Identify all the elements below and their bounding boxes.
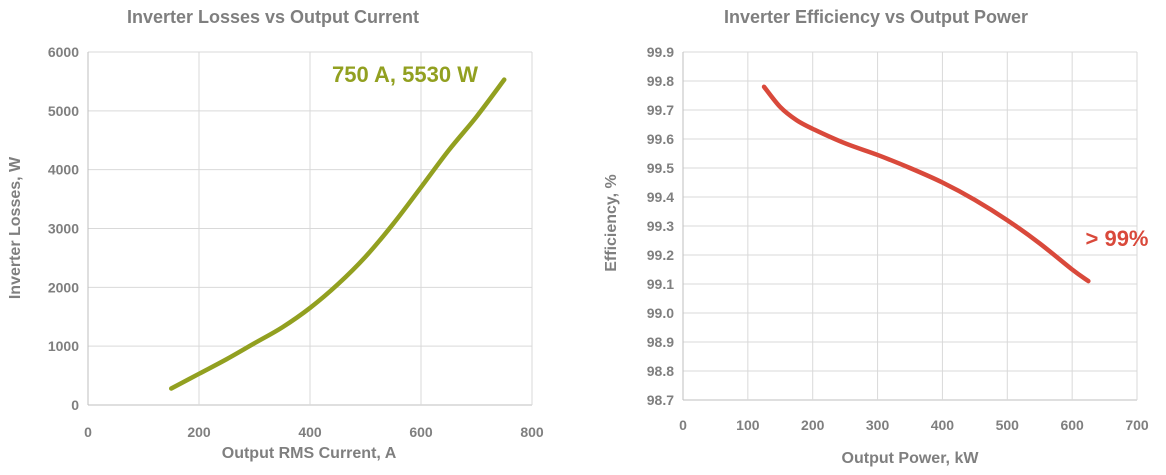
efficiency-series-line	[761, 84, 1091, 284]
y-tick-label: 99.5	[647, 160, 674, 176]
losses-y-ticks: 0 1000 2000 3000 4000 5000 6000	[48, 44, 79, 413]
y-tick-label: 99.9	[647, 44, 674, 60]
losses-x-ticks: 0 200 400 600 800	[84, 424, 544, 440]
x-tick-label: 200	[801, 417, 825, 433]
y-tick-label: 2000	[48, 279, 79, 295]
efficiency-x-ticks: 0 100 200 300 400 500 600 700	[679, 417, 1149, 433]
efficiency-y-ticks: 98.7 98.8 98.9 99.0 99.1 99.2 99.3 99.4 99.5 99.6…	[647, 44, 674, 408]
y-tick-label: 98.8	[647, 363, 674, 379]
x-tick-label: 400	[931, 417, 955, 433]
y-tick-label: 5000	[48, 103, 79, 119]
x-tick-label: 600	[1060, 417, 1084, 433]
efficiency-chart: Inverter Efficiency vs Output Power 98.7…	[603, 7, 1149, 467]
x-tick-label: 800	[520, 424, 544, 440]
y-tick-label: 99.4	[647, 189, 674, 205]
efficiency-gridlines	[682, 51, 1138, 401]
y-tick-label: 1000	[48, 338, 79, 354]
y-tick-label: 99.0	[647, 305, 674, 321]
y-tick-label: 99.7	[647, 102, 674, 118]
x-tick-label: 700	[1125, 417, 1149, 433]
losses-y-axis-label: Inverter Losses, W	[7, 156, 24, 299]
y-tick-label: 4000	[48, 162, 79, 178]
x-tick-label: 500	[996, 417, 1020, 433]
y-tick-label: 99.2	[647, 247, 674, 263]
losses-chart-title: Inverter Losses vs Output Current	[127, 7, 419, 27]
y-tick-label: 3000	[48, 221, 79, 237]
losses-gridlines	[87, 51, 533, 406]
losses-x-axis-label: Output RMS Current, A	[222, 445, 397, 462]
y-tick-label: 98.7	[647, 392, 674, 408]
y-tick-label: 0	[71, 397, 79, 413]
efficiency-x-axis-label: Output Power, kW	[842, 450, 980, 467]
x-tick-label: 200	[187, 424, 211, 440]
x-tick-label: 400	[298, 424, 322, 440]
x-tick-label: 600	[409, 424, 433, 440]
efficiency-annotation: > 99%	[1086, 226, 1149, 251]
efficiency-y-axis-label: Efficiency, %	[603, 174, 620, 272]
x-tick-label: 100	[736, 417, 760, 433]
x-tick-label: 300	[866, 417, 890, 433]
y-tick-label: 99.8	[647, 73, 674, 89]
y-tick-label: 99.3	[647, 218, 674, 234]
efficiency-chart-title: Inverter Efficiency vs Output Power	[724, 7, 1028, 27]
y-tick-label: 99.1	[647, 276, 674, 292]
losses-chart: Inverter Losses vs Output Current 0 1000 2…	[7, 7, 544, 462]
y-tick-label: 99.6	[647, 131, 674, 147]
losses-series-line	[169, 77, 507, 391]
y-tick-label: 6000	[48, 44, 79, 60]
y-tick-label: 98.9	[647, 334, 674, 350]
losses-annotation: 750 A, 5530 W	[332, 62, 478, 87]
x-tick-label: 0	[679, 417, 687, 433]
x-tick-label: 0	[84, 424, 92, 440]
